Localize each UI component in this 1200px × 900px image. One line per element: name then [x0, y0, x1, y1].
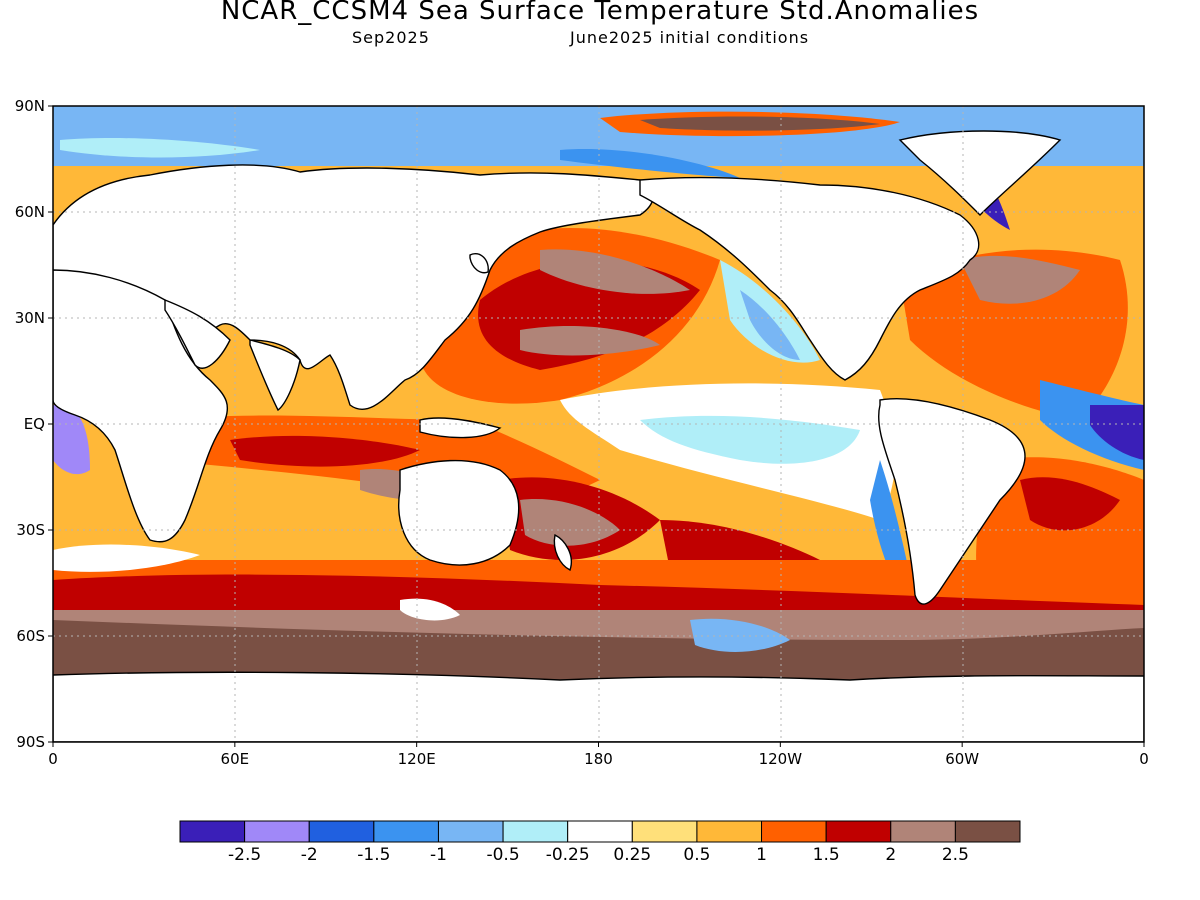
colorbar-tick-label: 0.5 [683, 845, 710, 865]
colorbar-swatch [696, 820, 763, 843]
colorbar-tick-label: -0.25 [546, 845, 590, 865]
colorbar-swatch [179, 820, 246, 843]
colorbar-swatch [567, 820, 633, 843]
lat-label: EQ [24, 415, 45, 433]
colorbar-tick-label: 1.5 [813, 845, 840, 865]
colorbar-tick-label: -0.5 [486, 845, 519, 865]
lon-label: 180 [584, 750, 613, 768]
colorbar-swatch [437, 820, 504, 843]
colorbar-swatch [502, 820, 569, 843]
land-masses [53, 130, 1144, 742]
colorbar-swatch [308, 820, 375, 843]
colorbar-tick-label: 2 [885, 845, 896, 865]
colorbar-tick-label: -1.5 [357, 845, 390, 865]
colorbar-swatch [890, 820, 956, 843]
colorbar-tick-label: -1 [430, 845, 447, 865]
colorbar-swatch [825, 820, 892, 843]
colorbar: -2.5 -2 -1.5 -1 -0.5 -0.25 0.25 0.5 1 1.5 2 2.5 [179, 820, 1021, 865]
map-title: NCAR_CCSM4 Sea Surface Temperature Std.A… [220, 0, 980, 26]
lat-label: 60S [16, 627, 45, 645]
colorbar-tick-label: 2.5 [942, 845, 969, 865]
lon-label: 60W [945, 750, 979, 768]
colorbar-tick-label: 0.25 [613, 845, 651, 865]
longitude-axis: 0 60E 120E 180 120W 60W 0 [48, 742, 1149, 768]
lat-label: 30N [15, 309, 45, 327]
initial-conditions-label: June2025 initial conditions [570, 28, 810, 47]
latitude-axis: 90N 60N 30N EQ 30S 60S 90S [15, 97, 53, 751]
colorbar-swatch [761, 820, 827, 843]
anomaly-field [53, 106, 1144, 742]
colorbar-swatch [631, 820, 698, 843]
colorbar-tick-label: 1 [756, 845, 767, 865]
grid-lines [53, 106, 1144, 742]
colorbar-swatch [954, 820, 1021, 843]
lon-label: 120E [398, 750, 436, 768]
lon-label: 0 [1139, 750, 1149, 768]
lat-label: 60N [15, 203, 45, 221]
lat-label: 90N [15, 97, 45, 115]
colorbar-tick-label: -2 [301, 845, 318, 865]
lon-label: 60E [221, 750, 250, 768]
colorbar-swatch [373, 820, 439, 843]
lon-label: 0 [48, 750, 58, 768]
lon-label: 120W [759, 750, 803, 768]
forecast-month: Sep2025 [352, 28, 430, 47]
lat-label: 90S [16, 733, 45, 751]
lat-label: 30S [16, 521, 45, 539]
colorbar-tick-label: -2.5 [228, 845, 261, 865]
colorbar-swatch [244, 820, 310, 843]
